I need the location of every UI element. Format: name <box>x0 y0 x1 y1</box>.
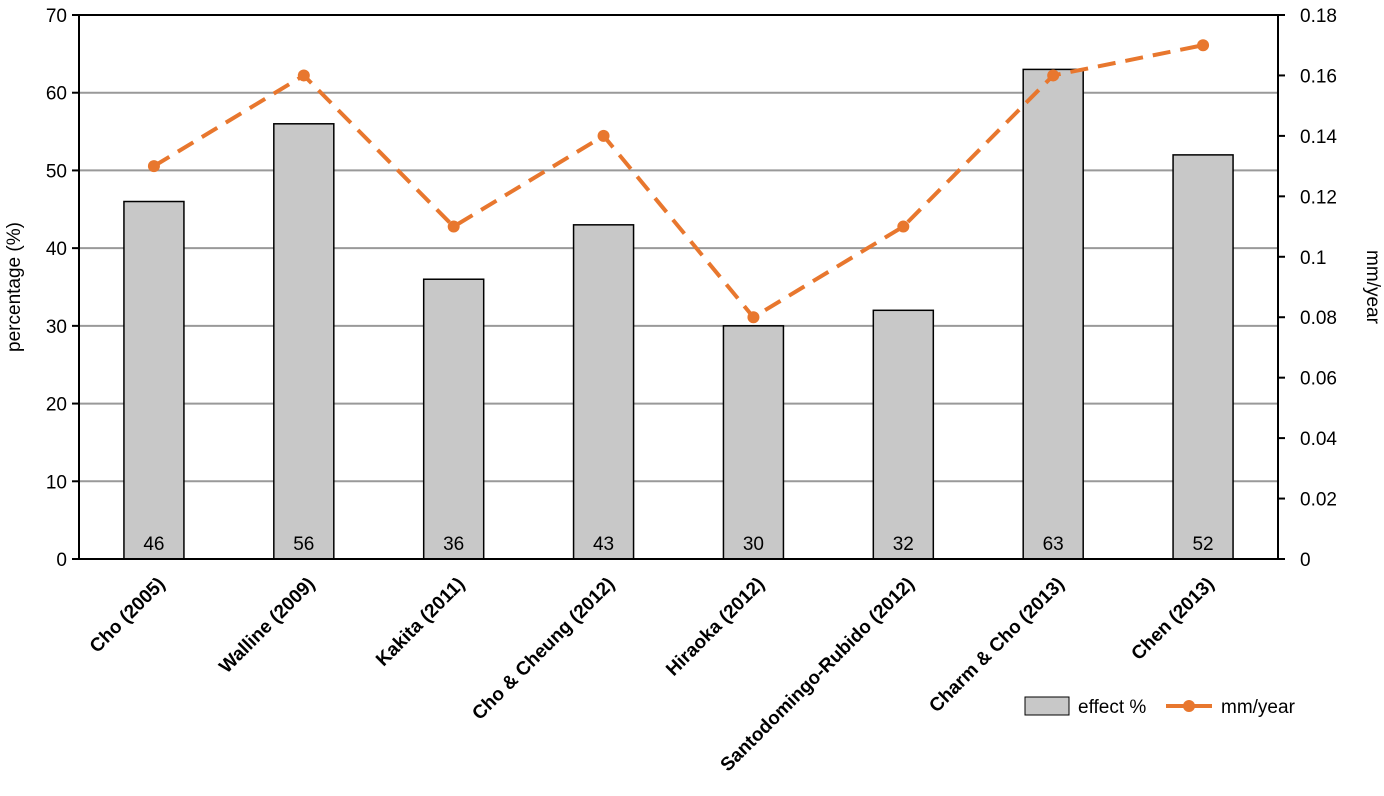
bar <box>1172 154 1234 560</box>
line-series <box>147 39 1210 324</box>
right-tick-label: 0.12 <box>1300 187 1337 208</box>
legend-bar-swatch <box>1024 696 1070 716</box>
bar-data-labels: 46 56 36 43 30 32 63 52 <box>143 534 1213 555</box>
bar-data-label: 52 <box>1192 534 1213 555</box>
bar <box>1022 68 1084 560</box>
right-tick-label: 0 <box>1300 550 1311 571</box>
line-point <box>1047 69 1060 82</box>
left-tick-label: 40 <box>46 239 67 260</box>
bar <box>572 224 635 560</box>
line-point <box>297 69 310 82</box>
category-label: Cho & Cheung (2012) <box>468 574 619 725</box>
right-tick-label: 0.02 <box>1300 490 1337 511</box>
category-label: Cho (2005) <box>86 574 170 658</box>
right-tick-label: 0.14 <box>1300 127 1337 148</box>
category-label: Walline (2009) <box>215 574 319 678</box>
bar-data-label: 46 <box>143 534 164 555</box>
left-tick-label: 50 <box>46 161 67 182</box>
bar-data-label: 30 <box>743 534 764 555</box>
category-label: Charm & Cho (2013) <box>925 574 1068 717</box>
category-label: Chen (2013) <box>1128 574 1219 665</box>
bar-data-label: 32 <box>893 534 914 555</box>
bar-series <box>123 68 1234 560</box>
line-point <box>747 311 760 324</box>
right-tick-label: 0.04 <box>1300 429 1337 450</box>
right-tick-label: 0.1 <box>1300 248 1326 269</box>
category-labels: Cho (2005) Walline (2009) Kakita (2011) Cho… <box>86 574 1219 776</box>
bar <box>722 325 785 560</box>
bar <box>422 278 485 560</box>
left-tick-label: 10 <box>46 472 67 493</box>
series-line <box>152 43 1204 320</box>
right-axis-ticks: 0 0.02 0.04 0.06 0.08 0.1 0.12 0.14 0.16 0.18 <box>1278 6 1337 571</box>
bar <box>872 309 935 560</box>
legend: effect % mm/year <box>1024 696 1296 718</box>
legend-bar-label: effect % <box>1078 697 1146 718</box>
category-label: Hiraoka (2012) <box>662 574 769 681</box>
line-point <box>147 160 160 173</box>
bar <box>273 123 335 560</box>
bar-data-label: 36 <box>443 534 464 555</box>
legend-line-marker <box>1183 700 1195 712</box>
left-axis-ticks: 0 10 20 30 40 50 60 70 <box>46 6 79 571</box>
legend-line-label: mm/year <box>1221 697 1296 718</box>
left-axis-title: percentage (%) <box>4 222 25 352</box>
left-tick-label: 30 <box>46 317 67 338</box>
bar-data-label: 63 <box>1043 534 1064 555</box>
line-point <box>597 129 610 142</box>
bar-data-label: 56 <box>293 534 314 555</box>
right-axis-title: mm/year <box>1362 250 1383 325</box>
right-tick-label: 0.08 <box>1300 308 1337 329</box>
left-tick-label: 70 <box>46 6 67 27</box>
gridlines <box>79 14 1278 560</box>
bar-data-label: 43 <box>593 534 614 555</box>
bar <box>123 200 185 560</box>
left-tick-label: 20 <box>46 395 67 416</box>
plot-frame <box>78 14 1279 560</box>
right-tick-label: 0.16 <box>1300 66 1337 87</box>
line-point <box>447 220 460 233</box>
right-tick-label: 0.18 <box>1300 6 1337 27</box>
line-point <box>897 220 910 233</box>
line-point <box>1197 39 1210 52</box>
category-label: Kakita (2011) <box>372 574 469 671</box>
left-tick-label: 0 <box>56 550 67 571</box>
right-tick-label: 0.06 <box>1300 369 1337 390</box>
left-tick-label: 60 <box>46 84 67 105</box>
